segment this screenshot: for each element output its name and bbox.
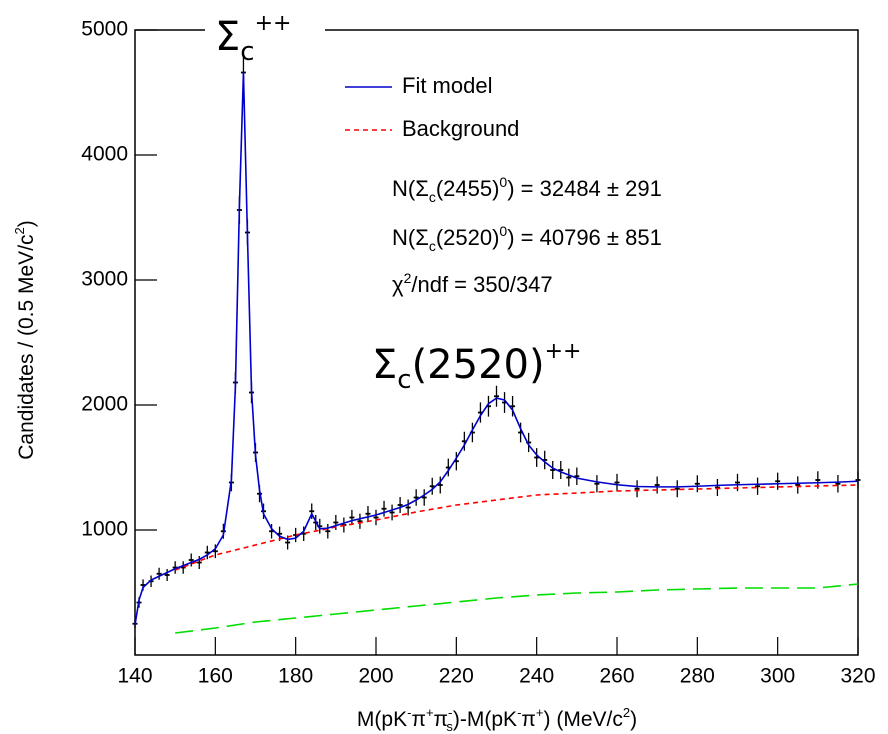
x-label-part: + xyxy=(536,705,544,720)
x-tick-label: 200 xyxy=(358,665,393,688)
stat-part: (2520) xyxy=(436,225,500,250)
x-label-part: s xyxy=(446,719,453,734)
stat-part: c xyxy=(429,238,436,254)
y-tick-label: 2000 xyxy=(81,393,128,416)
annotation-part: ++ xyxy=(255,11,292,36)
annotation-part: Σ xyxy=(372,342,397,388)
x-label-part: π xyxy=(434,708,449,731)
annotation-part: Σ xyxy=(215,14,240,60)
plot-marks xyxy=(132,56,861,634)
annotation-part: c xyxy=(397,365,411,395)
stat-line: N(Σc(2455)0) = 32484 ± 291 xyxy=(392,174,662,205)
y-label-part: ) xyxy=(15,220,38,227)
x-label-part: - xyxy=(517,705,521,720)
x-label-part: )-M(pK xyxy=(453,708,517,731)
x-tick-label: 260 xyxy=(599,665,634,688)
stat-part: ) = 32484 ± 291 xyxy=(507,176,662,201)
annotation: Σc(2520)++ xyxy=(372,339,581,395)
stat-line: χ2/ndf = 350/347 xyxy=(392,270,553,297)
y-tick-label: 4000 xyxy=(81,143,128,166)
stat-part: c xyxy=(429,189,436,205)
y-label-part: Candidates / (0.5 MeV/c xyxy=(15,234,38,459)
stat-part: ) = 40796 ± 851 xyxy=(507,225,662,250)
stat-part: (2455) xyxy=(436,176,500,201)
y-tick-label: 3000 xyxy=(81,268,128,291)
x-tick-label: 180 xyxy=(278,665,313,688)
y-label-part: 2 xyxy=(12,227,27,234)
x-label-part: - xyxy=(448,705,452,720)
stat-part: N(Σ xyxy=(392,225,429,250)
stat-part: 2 xyxy=(404,270,412,286)
x-tick-label: 300 xyxy=(760,665,795,688)
stat-part: χ xyxy=(392,272,404,297)
series-line xyxy=(175,583,859,634)
annotation: Σc++ xyxy=(215,11,291,67)
y-tick-label: 1000 xyxy=(81,518,128,541)
title-gap xyxy=(205,20,325,40)
x-tick-label: 220 xyxy=(439,665,474,688)
x-tick-label: 320 xyxy=(840,665,875,688)
legend-label: Background xyxy=(402,116,519,141)
series-line xyxy=(174,484,859,571)
stat-part: N(Σ xyxy=(392,176,429,201)
x-label-part: π xyxy=(411,708,426,731)
plot-frame xyxy=(134,29,859,656)
annotation-part: c xyxy=(240,37,254,67)
x-axis-label: M(pK-π+π-s)-M(pK-π+) (MeV/c2) xyxy=(357,705,637,734)
y-axis-label: Candidates / (0.5 MeV/c2) xyxy=(12,220,38,460)
annotation-part: ++ xyxy=(545,339,582,364)
x-label-part: M(pK xyxy=(357,708,407,731)
x-tick-label: 160 xyxy=(198,665,233,688)
x-tick-label: 140 xyxy=(117,665,152,688)
x-tick-label: 280 xyxy=(680,665,715,688)
y-tick-label: 5000 xyxy=(81,18,128,41)
x-tick-label: 240 xyxy=(519,665,554,688)
x-label-part: ) (MeV/c xyxy=(544,708,623,731)
legend-label: Fit model xyxy=(402,73,492,98)
x-label-part: - xyxy=(407,705,411,720)
stat-line: N(Σc(2520)0) = 40796 ± 851 xyxy=(392,223,662,254)
x-label-part: 2 xyxy=(623,705,630,720)
series-line xyxy=(134,72,859,626)
stat-part: 0 xyxy=(499,223,507,239)
annotation-part: (2520) xyxy=(412,342,545,388)
x-label-part: ) xyxy=(630,708,637,731)
stat-part: 0 xyxy=(499,174,507,190)
x-label-part: π xyxy=(521,708,536,731)
stat-part: /ndf = 350/347 xyxy=(411,272,552,297)
x-label-part: + xyxy=(426,705,434,720)
